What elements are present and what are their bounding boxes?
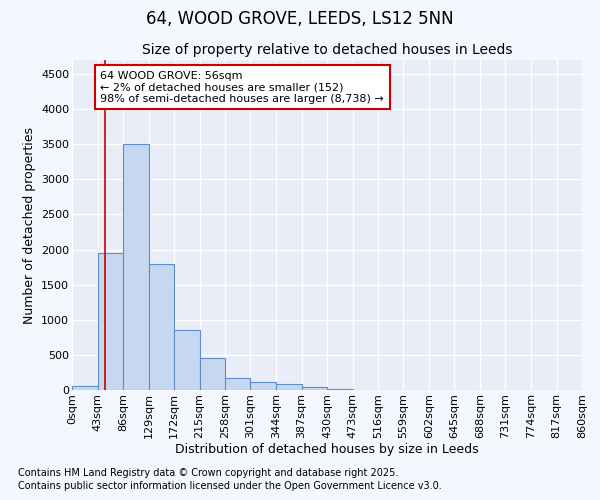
- Bar: [97, 253, 123, 390]
- Bar: [302, 387, 327, 390]
- Bar: [174, 330, 199, 390]
- Bar: [199, 358, 225, 390]
- Y-axis label: Number of detached properties: Number of detached properties: [23, 126, 35, 324]
- Text: 64 WOOD GROVE: 56sqm
← 2% of detached houses are smaller (152)
98% of semi-detac: 64 WOOD GROVE: 56sqm ← 2% of detached ho…: [100, 70, 384, 104]
- Text: 64, WOOD GROVE, LEEDS, LS12 5NN: 64, WOOD GROVE, LEEDS, LS12 5NN: [146, 10, 454, 28]
- Text: Contains public sector information licensed under the Open Government Licence v3: Contains public sector information licen…: [18, 481, 442, 491]
- Bar: [225, 378, 251, 390]
- Bar: [72, 386, 97, 390]
- Title: Size of property relative to detached houses in Leeds: Size of property relative to detached ho…: [142, 44, 512, 58]
- Bar: [123, 144, 149, 390]
- Bar: [251, 382, 276, 390]
- X-axis label: Distribution of detached houses by size in Leeds: Distribution of detached houses by size …: [175, 444, 479, 456]
- Text: Contains HM Land Registry data © Crown copyright and database right 2025.: Contains HM Land Registry data © Crown c…: [18, 468, 398, 477]
- Bar: [276, 384, 302, 390]
- Bar: [149, 264, 174, 390]
